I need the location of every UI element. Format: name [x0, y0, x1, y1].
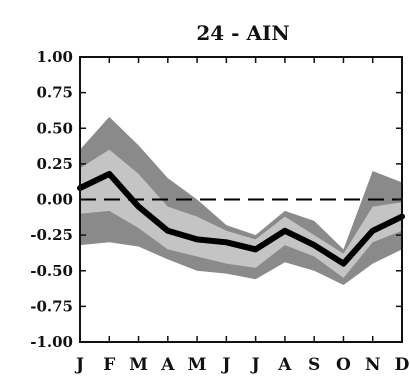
x-tick-label: N	[365, 355, 381, 375]
x-tick-label: D	[395, 355, 410, 375]
x-tick-label: S	[308, 355, 320, 375]
x-tick-label: M	[188, 355, 207, 375]
y-tick-label: -0.50	[30, 262, 73, 280]
inner-range-band	[80, 149, 402, 278]
y-tick-label: 0.50	[36, 119, 73, 137]
x-tick-label: J	[220, 355, 230, 375]
x-tick-label: O	[336, 355, 351, 375]
y-tick-label: 0.00	[36, 191, 73, 209]
y-tick-label: -1.00	[30, 333, 73, 351]
chart-title: 24 - AIN	[196, 21, 289, 45]
x-tick-label: F	[103, 355, 115, 375]
y-tick-label: 0.25	[36, 155, 73, 173]
y-tick-label: -0.25	[30, 226, 73, 244]
x-tick-label: J	[250, 355, 260, 375]
axis-ticks	[79, 56, 403, 343]
y-tick-label: -0.75	[30, 297, 73, 315]
x-tick-label: A	[160, 355, 175, 375]
x-tick-label: J	[74, 355, 84, 375]
y-tick-label: 0.75	[36, 84, 73, 102]
y-tick-label: 1.00	[36, 48, 73, 66]
x-tick-label: M	[129, 355, 148, 375]
y-axis-labels: 1.00 0.75 0.50 0.25 0.00 -0.25 -0.50 -0.75 -1.00	[30, 48, 73, 351]
x-tick-label: A	[277, 355, 292, 375]
plot-area	[77, 116, 405, 286]
median-line	[77, 170, 405, 267]
